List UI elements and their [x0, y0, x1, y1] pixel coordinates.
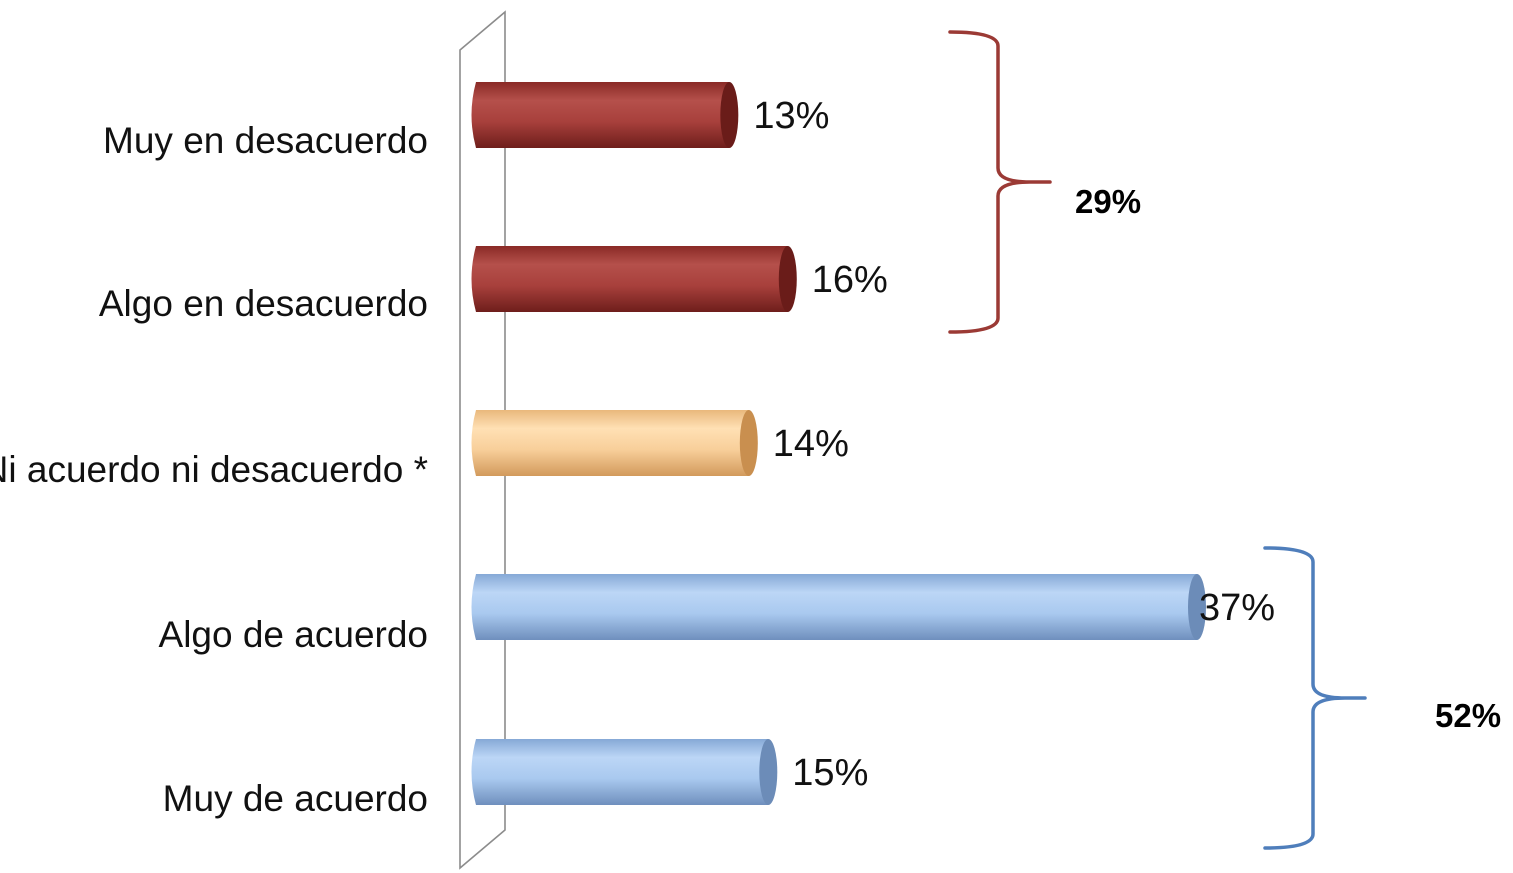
category-label: Algo de acuerdo [159, 614, 428, 655]
bar-end-cap [778, 246, 797, 312]
bar [471, 410, 758, 476]
category-label: Muy en desacuerdo [103, 120, 428, 161]
bar-body [471, 739, 769, 805]
group-bracket: 29% [948, 30, 1141, 334]
category-labels: Muy en desacuerdo Algo en desacuerdo Ni ac… [0, 120, 428, 819]
bar [471, 739, 778, 805]
category-label: Algo en desacuerdo [99, 283, 428, 324]
group-bracket: 52% [1263, 546, 1501, 850]
data-label: 14% [773, 423, 849, 465]
category-label: Muy de acuerdo [163, 778, 428, 819]
bar-end-cap [1188, 574, 1206, 640]
bar-body [471, 574, 1197, 640]
bar [471, 246, 797, 312]
data-label: 16% [812, 259, 888, 301]
data-label: 15% [792, 752, 868, 794]
bar [471, 82, 739, 148]
value-labels: 13% 16% 14% 37% 15% [753, 95, 1275, 794]
bar [471, 574, 1206, 640]
group-total-label: 52% [1435, 697, 1501, 734]
brace-path [948, 30, 1052, 334]
bar-end-cap [739, 410, 758, 476]
group-total-label: 29% [1075, 183, 1141, 220]
bar-end-cap [759, 739, 778, 805]
bar-body [471, 246, 788, 312]
data-label: 37% [1199, 587, 1275, 629]
group-brackets: 29% 52% [948, 30, 1501, 850]
bars [471, 82, 1206, 805]
category-label: Ni acuerdo ni desacuerdo * [0, 449, 428, 490]
data-label: 13% [753, 95, 829, 137]
bar-end-cap [720, 82, 739, 148]
bar-body [471, 410, 749, 476]
brace-path [1263, 546, 1367, 850]
bar-body [471, 82, 730, 148]
